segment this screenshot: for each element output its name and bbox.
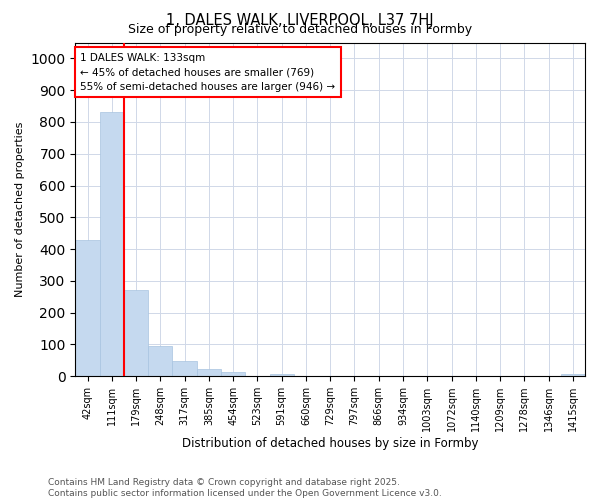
- Y-axis label: Number of detached properties: Number of detached properties: [15, 122, 25, 297]
- Text: 1 DALES WALK: 133sqm
← 45% of detached houses are smaller (769)
55% of semi-deta: 1 DALES WALK: 133sqm ← 45% of detached h…: [80, 52, 335, 92]
- Bar: [561, 374, 585, 376]
- X-axis label: Distribution of detached houses by size in Formby: Distribution of detached houses by size …: [182, 437, 478, 450]
- Bar: [172, 362, 197, 376]
- Bar: [124, 290, 148, 376]
- Bar: [76, 240, 100, 376]
- Bar: [269, 374, 294, 376]
- Text: Size of property relative to detached houses in Formby: Size of property relative to detached ho…: [128, 22, 472, 36]
- Bar: [100, 112, 124, 376]
- Bar: [221, 372, 245, 376]
- Bar: [148, 346, 172, 376]
- Text: 1, DALES WALK, LIVERPOOL, L37 7HJ: 1, DALES WALK, LIVERPOOL, L37 7HJ: [166, 12, 434, 28]
- Bar: [197, 369, 221, 376]
- Text: Contains HM Land Registry data © Crown copyright and database right 2025.
Contai: Contains HM Land Registry data © Crown c…: [48, 478, 442, 498]
